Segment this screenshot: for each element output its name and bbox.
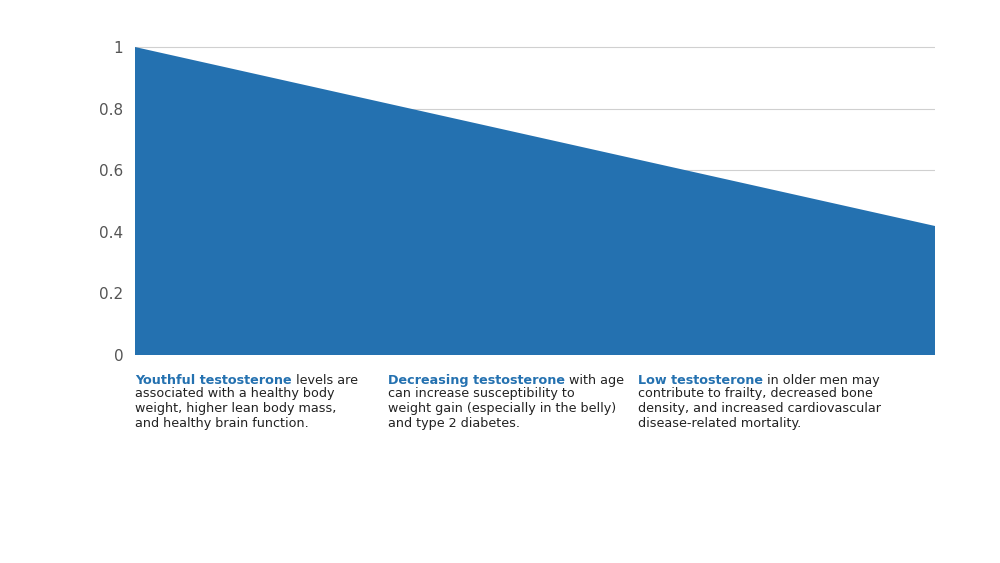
Text: with age: with age bbox=[565, 374, 624, 387]
Polygon shape bbox=[135, 47, 935, 355]
Text: Youthful testosterone: Youthful testosterone bbox=[135, 374, 292, 387]
Text: levels are: levels are bbox=[292, 374, 358, 387]
Text: associated with a healthy body
weight, higher lean body mass,
and healthy brain : associated with a healthy body weight, h… bbox=[135, 387, 336, 430]
Text: can increase susceptibility to
weight gain (especially in the belly)
and type 2 : can increase susceptibility to weight ga… bbox=[388, 387, 616, 430]
Text: Decreasing testosterone: Decreasing testosterone bbox=[388, 374, 565, 387]
Text: in older men may: in older men may bbox=[763, 374, 880, 387]
Text: contribute to frailty, decreased bone
density, and increased cardiovascular
dise: contribute to frailty, decreased bone de… bbox=[638, 387, 881, 430]
Text: Low testosterone: Low testosterone bbox=[638, 374, 763, 387]
